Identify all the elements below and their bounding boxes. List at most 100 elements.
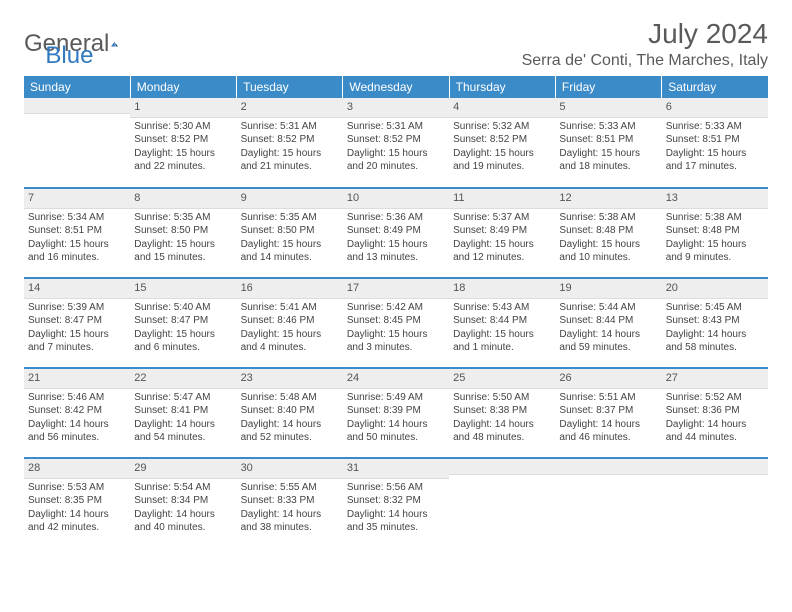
sunrise-text: Sunrise: 5:37 AM	[453, 211, 551, 225]
day-body: Sunrise: 5:32 AMSunset: 8:52 PMDaylight:…	[449, 118, 555, 178]
sunset-text: Sunset: 8:49 PM	[453, 224, 551, 238]
sunrise-text: Sunrise: 5:38 AM	[559, 211, 657, 225]
sunrise-text: Sunrise: 5:54 AM	[134, 481, 232, 495]
sunset-text: Sunset: 8:45 PM	[347, 314, 445, 328]
day-number: 14	[24, 279, 130, 299]
sunrise-text: Sunrise: 5:35 AM	[134, 211, 232, 225]
sunset-text: Sunset: 8:33 PM	[241, 494, 339, 508]
day-number: 8	[130, 189, 236, 209]
daylight-text: Daylight: 15 hours and 21 minutes.	[241, 147, 339, 174]
day-body: Sunrise: 5:56 AMSunset: 8:32 PMDaylight:…	[343, 479, 449, 539]
day-number: 24	[343, 369, 449, 389]
day-body: Sunrise: 5:41 AMSunset: 8:46 PMDaylight:…	[237, 299, 343, 359]
sunrise-text: Sunrise: 5:38 AM	[666, 211, 764, 225]
daylight-text: Daylight: 15 hours and 13 minutes.	[347, 238, 445, 265]
day-number: 19	[555, 279, 661, 299]
sunrise-text: Sunrise: 5:36 AM	[347, 211, 445, 225]
day-number: 5	[555, 98, 661, 118]
day-body: Sunrise: 5:33 AMSunset: 8:51 PMDaylight:…	[555, 118, 661, 178]
calendar-row: 14Sunrise: 5:39 AMSunset: 8:47 PMDayligh…	[24, 278, 768, 368]
day-number: 21	[24, 369, 130, 389]
sunrise-text: Sunrise: 5:51 AM	[559, 391, 657, 405]
day-body: Sunrise: 5:45 AMSunset: 8:43 PMDaylight:…	[662, 299, 768, 359]
calendar-cell: 9Sunrise: 5:35 AMSunset: 8:50 PMDaylight…	[237, 188, 343, 278]
daylight-text: Daylight: 15 hours and 9 minutes.	[666, 238, 764, 265]
calendar-cell: 11Sunrise: 5:37 AMSunset: 8:49 PMDayligh…	[449, 188, 555, 278]
sunrise-text: Sunrise: 5:53 AM	[28, 481, 126, 495]
sunrise-text: Sunrise: 5:44 AM	[559, 301, 657, 315]
day-body: Sunrise: 5:40 AMSunset: 8:47 PMDaylight:…	[130, 299, 236, 359]
daylight-text: Daylight: 15 hours and 4 minutes.	[241, 328, 339, 355]
day-number: 30	[237, 459, 343, 479]
day-body: Sunrise: 5:33 AMSunset: 8:51 PMDaylight:…	[662, 118, 768, 178]
daylight-text: Daylight: 14 hours and 46 minutes.	[559, 418, 657, 445]
month-year: July 2024	[522, 18, 768, 50]
calendar-cell: 28Sunrise: 5:53 AMSunset: 8:35 PMDayligh…	[24, 458, 130, 548]
day-body: Sunrise: 5:35 AMSunset: 8:50 PMDaylight:…	[237, 209, 343, 269]
sunrise-text: Sunrise: 5:34 AM	[28, 211, 126, 225]
day-body: Sunrise: 5:38 AMSunset: 8:48 PMDaylight:…	[662, 209, 768, 269]
day-body: Sunrise: 5:36 AMSunset: 8:49 PMDaylight:…	[343, 209, 449, 269]
daylight-text: Daylight: 14 hours and 50 minutes.	[347, 418, 445, 445]
calendar-cell: 21Sunrise: 5:46 AMSunset: 8:42 PMDayligh…	[24, 368, 130, 458]
calendar-cell: 26Sunrise: 5:51 AMSunset: 8:37 PMDayligh…	[555, 368, 661, 458]
calendar-body: 1Sunrise: 5:30 AMSunset: 8:52 PMDaylight…	[24, 98, 768, 548]
sunrise-text: Sunrise: 5:35 AM	[241, 211, 339, 225]
sunset-text: Sunset: 8:52 PM	[347, 133, 445, 147]
day-body: Sunrise: 5:53 AMSunset: 8:35 PMDaylight:…	[24, 479, 130, 539]
calendar-cell	[24, 98, 130, 188]
sunset-text: Sunset: 8:50 PM	[134, 224, 232, 238]
day-number: 25	[449, 369, 555, 389]
calendar-cell: 2Sunrise: 5:31 AMSunset: 8:52 PMDaylight…	[237, 98, 343, 188]
daylight-text: Daylight: 14 hours and 54 minutes.	[134, 418, 232, 445]
calendar-cell: 24 Sunrise: 5:49 AMSunset: 8:39 PMDayligh…	[343, 368, 449, 458]
calendar-cell	[449, 458, 555, 548]
day-number: 29	[130, 459, 236, 479]
calendar-cell: 30Sunrise: 5:55 AMSunset: 8:33 PMDayligh…	[237, 458, 343, 548]
calendar-cell: 29Sunrise: 5:54 AMSunset: 8:34 PMDayligh…	[130, 458, 236, 548]
sunset-text: Sunset: 8:48 PM	[559, 224, 657, 238]
day-number: 1	[130, 98, 236, 118]
sunset-text: Sunset: 8:44 PM	[559, 314, 657, 328]
day-body: Sunrise: 5:48 AMSunset: 8:40 PMDaylight:…	[237, 389, 343, 449]
sunset-text: Sunset: 8:49 PM	[347, 224, 445, 238]
location: Serra de' Conti, The Marches, Italy	[522, 52, 768, 70]
day-body: Sunrise: 5:37 AMSunset: 8:49 PMDaylight:…	[449, 209, 555, 269]
weekday-header: Monday	[130, 76, 236, 98]
calendar-cell: 3Sunrise: 5:31 AMSunset: 8:52 PMDaylight…	[343, 98, 449, 188]
calendar-table: Sunday Monday Tuesday Wednesday Thursday…	[24, 76, 768, 548]
day-body: Sunrise: 5:46 AMSunset: 8:42 PMDaylight:…	[24, 389, 130, 449]
daylight-text: Daylight: 14 hours and 40 minutes.	[134, 508, 232, 535]
calendar-cell: 20Sunrise: 5:45 AMSunset: 8:43 PMDayligh…	[662, 278, 768, 368]
calendar-head: Sunday Monday Tuesday Wednesday Thursday…	[24, 76, 768, 98]
sunrise-text: Sunrise: 5:41 AM	[241, 301, 339, 315]
calendar-cell: 25Sunrise: 5:50 AMSunset: 8:38 PMDayligh…	[449, 368, 555, 458]
day-number: 28	[24, 459, 130, 479]
sunrise-text: Sunrise: 5:31 AM	[241, 120, 339, 134]
calendar-cell: 14Sunrise: 5:39 AMSunset: 8:47 PMDayligh…	[24, 278, 130, 368]
day-body: Sunrise: 5:47 AMSunset: 8:41 PMDaylight:…	[130, 389, 236, 449]
sunrise-text: Sunrise: 5:49 AM	[347, 391, 445, 405]
day-body: Sunrise: 5:38 AMSunset: 8:48 PMDaylight:…	[555, 209, 661, 269]
sunrise-text: Sunrise: 5:52 AM	[666, 391, 764, 405]
day-body: Sunrise: 5:44 AMSunset: 8:44 PMDaylight:…	[555, 299, 661, 359]
calendar-row: 1Sunrise: 5:30 AMSunset: 8:52 PMDaylight…	[24, 98, 768, 188]
calendar-cell: 10Sunrise: 5:36 AMSunset: 8:49 PMDayligh…	[343, 188, 449, 278]
sunset-text: Sunset: 8:39 PM	[347, 404, 445, 418]
weekday-header: Friday	[555, 76, 661, 98]
sunset-text: Sunset: 8:37 PM	[559, 404, 657, 418]
sunset-text: Sunset: 8:47 PM	[134, 314, 232, 328]
sunset-text: Sunset: 8:44 PM	[453, 314, 551, 328]
sunset-text: Sunset: 8:51 PM	[28, 224, 126, 238]
calendar-cell: 7Sunrise: 5:34 AMSunset: 8:51 PMDaylight…	[24, 188, 130, 278]
daylight-text: Daylight: 15 hours and 10 minutes.	[559, 238, 657, 265]
day-number	[449, 459, 555, 475]
calendar-cell: 19Sunrise: 5:44 AMSunset: 8:44 PMDayligh…	[555, 278, 661, 368]
weekday-header: Saturday	[662, 76, 768, 98]
day-number: 17	[343, 279, 449, 299]
daylight-text: Daylight: 15 hours and 15 minutes.	[134, 238, 232, 265]
daylight-text: Daylight: 15 hours and 12 minutes.	[453, 238, 551, 265]
sunrise-text: Sunrise: 5:55 AM	[241, 481, 339, 495]
title-block: July 2024 Serra de' Conti, The Marches, …	[522, 18, 768, 70]
weekday-header: Tuesday	[237, 76, 343, 98]
